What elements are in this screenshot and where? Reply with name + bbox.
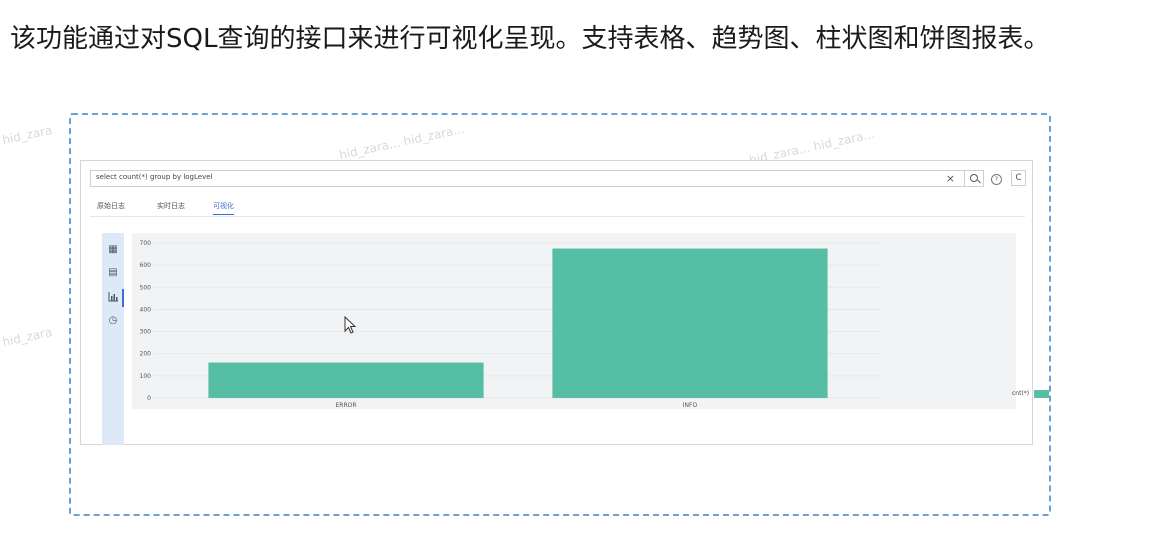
bar-info[interactable] [552, 248, 828, 398]
tab-realtime-logs[interactable]: 实时日志 [157, 202, 185, 210]
table-icon[interactable]: ▦ [108, 244, 118, 255]
help-icon[interactable]: ? [991, 174, 1002, 185]
refresh-button[interactable]: C [1011, 170, 1026, 186]
y-tick-label: 300 [140, 329, 152, 336]
visualization-panel: select count(*) group by logLevel × ? C … [80, 160, 1049, 445]
watermark: hid_zara [1, 324, 54, 350]
query-text[interactable]: select count(*) group by logLevel [96, 173, 213, 181]
chart-type-sidebar: ▦ ▤ ◷ [102, 233, 124, 445]
y-tick-label: 700 [140, 240, 152, 247]
y-tick-label: 200 [140, 351, 152, 358]
clear-icon[interactable]: × [945, 172, 955, 185]
y-tick-label: 500 [140, 284, 152, 291]
bar-chart-icon[interactable] [106, 291, 120, 305]
y-tick-label: 600 [140, 262, 152, 269]
y-tick-label: 0 [147, 395, 151, 402]
y-tick-label: 400 [140, 306, 152, 313]
tab-visualization[interactable]: 可视化 [213, 201, 234, 215]
trend-chart-icon[interactable]: ▤ [108, 267, 118, 278]
tab-divider [90, 216, 1025, 217]
query-input[interactable]: select count(*) group by logLevel × [90, 170, 984, 187]
tab-raw-logs[interactable]: 原始日志 [97, 202, 125, 210]
pie-chart-icon[interactable]: ◷ [108, 315, 118, 326]
x-tick-label: INFO [683, 402, 698, 409]
bar-error[interactable] [208, 362, 484, 398]
watermark: hid_zara [1, 122, 54, 148]
x-tick-label: ERROR [335, 402, 356, 409]
mouse-cursor-icon [344, 316, 357, 334]
bar-chart: 0 100 200 300 400 500 600 700 ERROR INFO cnt(*) [132, 233, 1049, 409]
bar-chart-svg: 0 100 200 300 400 500 600 700 ERROR INFO [140, 240, 882, 409]
embedded-screenshot-frame [69, 113, 1051, 516]
legend-label: cnt(*) [1012, 390, 1030, 397]
search-icon[interactable] [964, 171, 983, 186]
y-tick-label: 100 [140, 373, 152, 380]
legend-swatch [1034, 390, 1049, 398]
active-indicator [122, 289, 124, 307]
intro-text: 该功能通过对SQL查询的接口来进行可视化呈现。支持表格、趋势图、柱状图和饼图报表… [10, 24, 1050, 54]
